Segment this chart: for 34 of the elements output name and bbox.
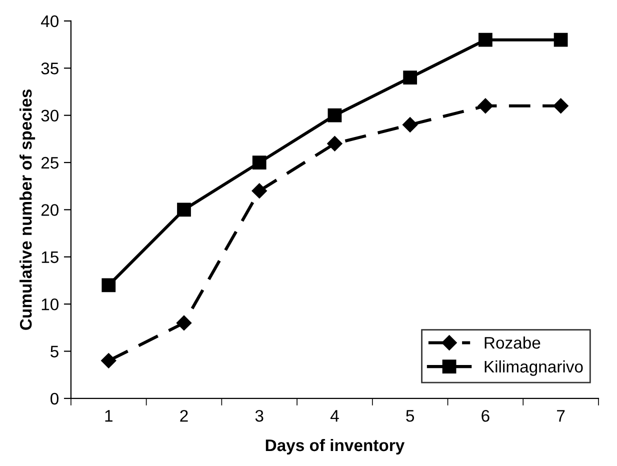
legend-label: Kilimagnarivo xyxy=(484,360,583,376)
legend-label: Rozabe xyxy=(484,336,540,349)
y-tick-label: 30 xyxy=(41,110,58,122)
y-tick-label: 20 xyxy=(41,204,58,216)
y-tick-label: 5 xyxy=(50,346,58,358)
point xyxy=(478,98,494,114)
y-tick-label: 35 xyxy=(41,62,58,74)
x-tick-label: 5 xyxy=(406,410,414,422)
y-tick-label: 40 xyxy=(40,15,58,28)
point xyxy=(102,278,116,292)
point xyxy=(478,32,492,47)
y-tick-label: 15 xyxy=(42,251,58,264)
point xyxy=(554,32,568,47)
x-tick-label: 4 xyxy=(330,410,339,422)
y-axis-title: Cumulative number of species xyxy=(20,90,36,330)
x-tick-label: 1 xyxy=(105,410,112,422)
y-tick-label: 0 xyxy=(50,392,58,405)
point xyxy=(252,156,266,170)
point xyxy=(327,136,342,152)
x-tick-label: 6 xyxy=(482,410,490,422)
y-tick-label: 25 xyxy=(41,156,58,169)
point xyxy=(328,108,342,122)
x-tick-label: 2 xyxy=(180,410,188,422)
y-tick-label: 10 xyxy=(42,298,58,310)
x-axis-title: Days of inventory xyxy=(266,438,405,455)
x-tick-label: 3 xyxy=(255,410,264,422)
point xyxy=(177,202,191,217)
x-tick-label: 7 xyxy=(557,410,565,422)
point xyxy=(403,70,418,85)
point xyxy=(252,183,267,198)
point xyxy=(402,117,418,132)
point xyxy=(553,98,568,114)
point xyxy=(176,315,192,331)
point xyxy=(101,353,116,368)
